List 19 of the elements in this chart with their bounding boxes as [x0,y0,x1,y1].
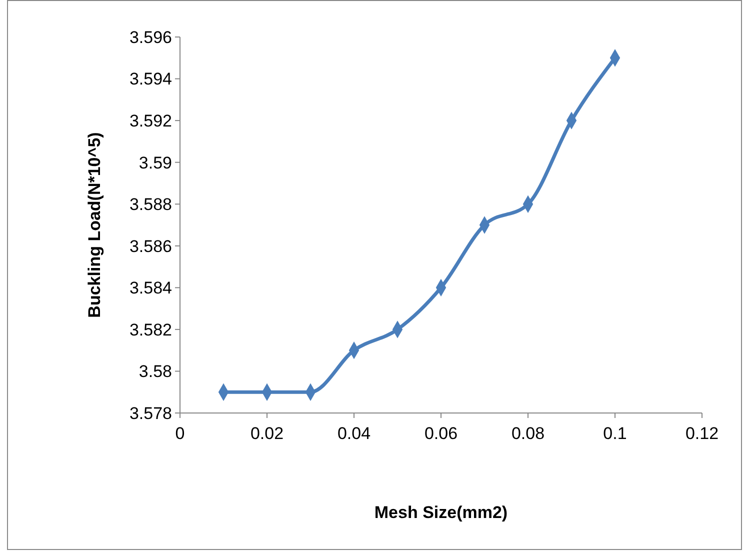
y-tick-label: 3.586 [129,236,172,256]
y-tick-label: 3.584 [129,278,172,298]
x-tick-label: 0.06 [424,424,458,443]
y-tick-label: 3.592 [129,112,172,131]
y-tick-label: 3.58 [138,362,172,382]
x-axis-title: Mesh Size(mm2) [374,503,508,522]
y-tick-label: 3.582 [129,320,172,340]
y-tick-label: 3.588 [129,195,172,214]
x-tick-label: 0 [175,424,185,443]
y-tick-label: 3.596 [129,28,172,47]
x-tick-label: 0.08 [511,424,545,443]
y-tick-label: 3.578 [129,404,172,423]
x-tick-label: 0.1 [603,424,627,443]
y-tick-label: 3.59 [138,153,172,172]
x-tick-label: 0.12 [685,424,719,443]
y-tick-label: 3.594 [129,70,172,89]
x-tick-label: 0.04 [337,424,371,443]
x-tick-label: 0.02 [250,424,284,443]
y-axis-title: Buckling Load(N*10^5) [85,132,104,318]
